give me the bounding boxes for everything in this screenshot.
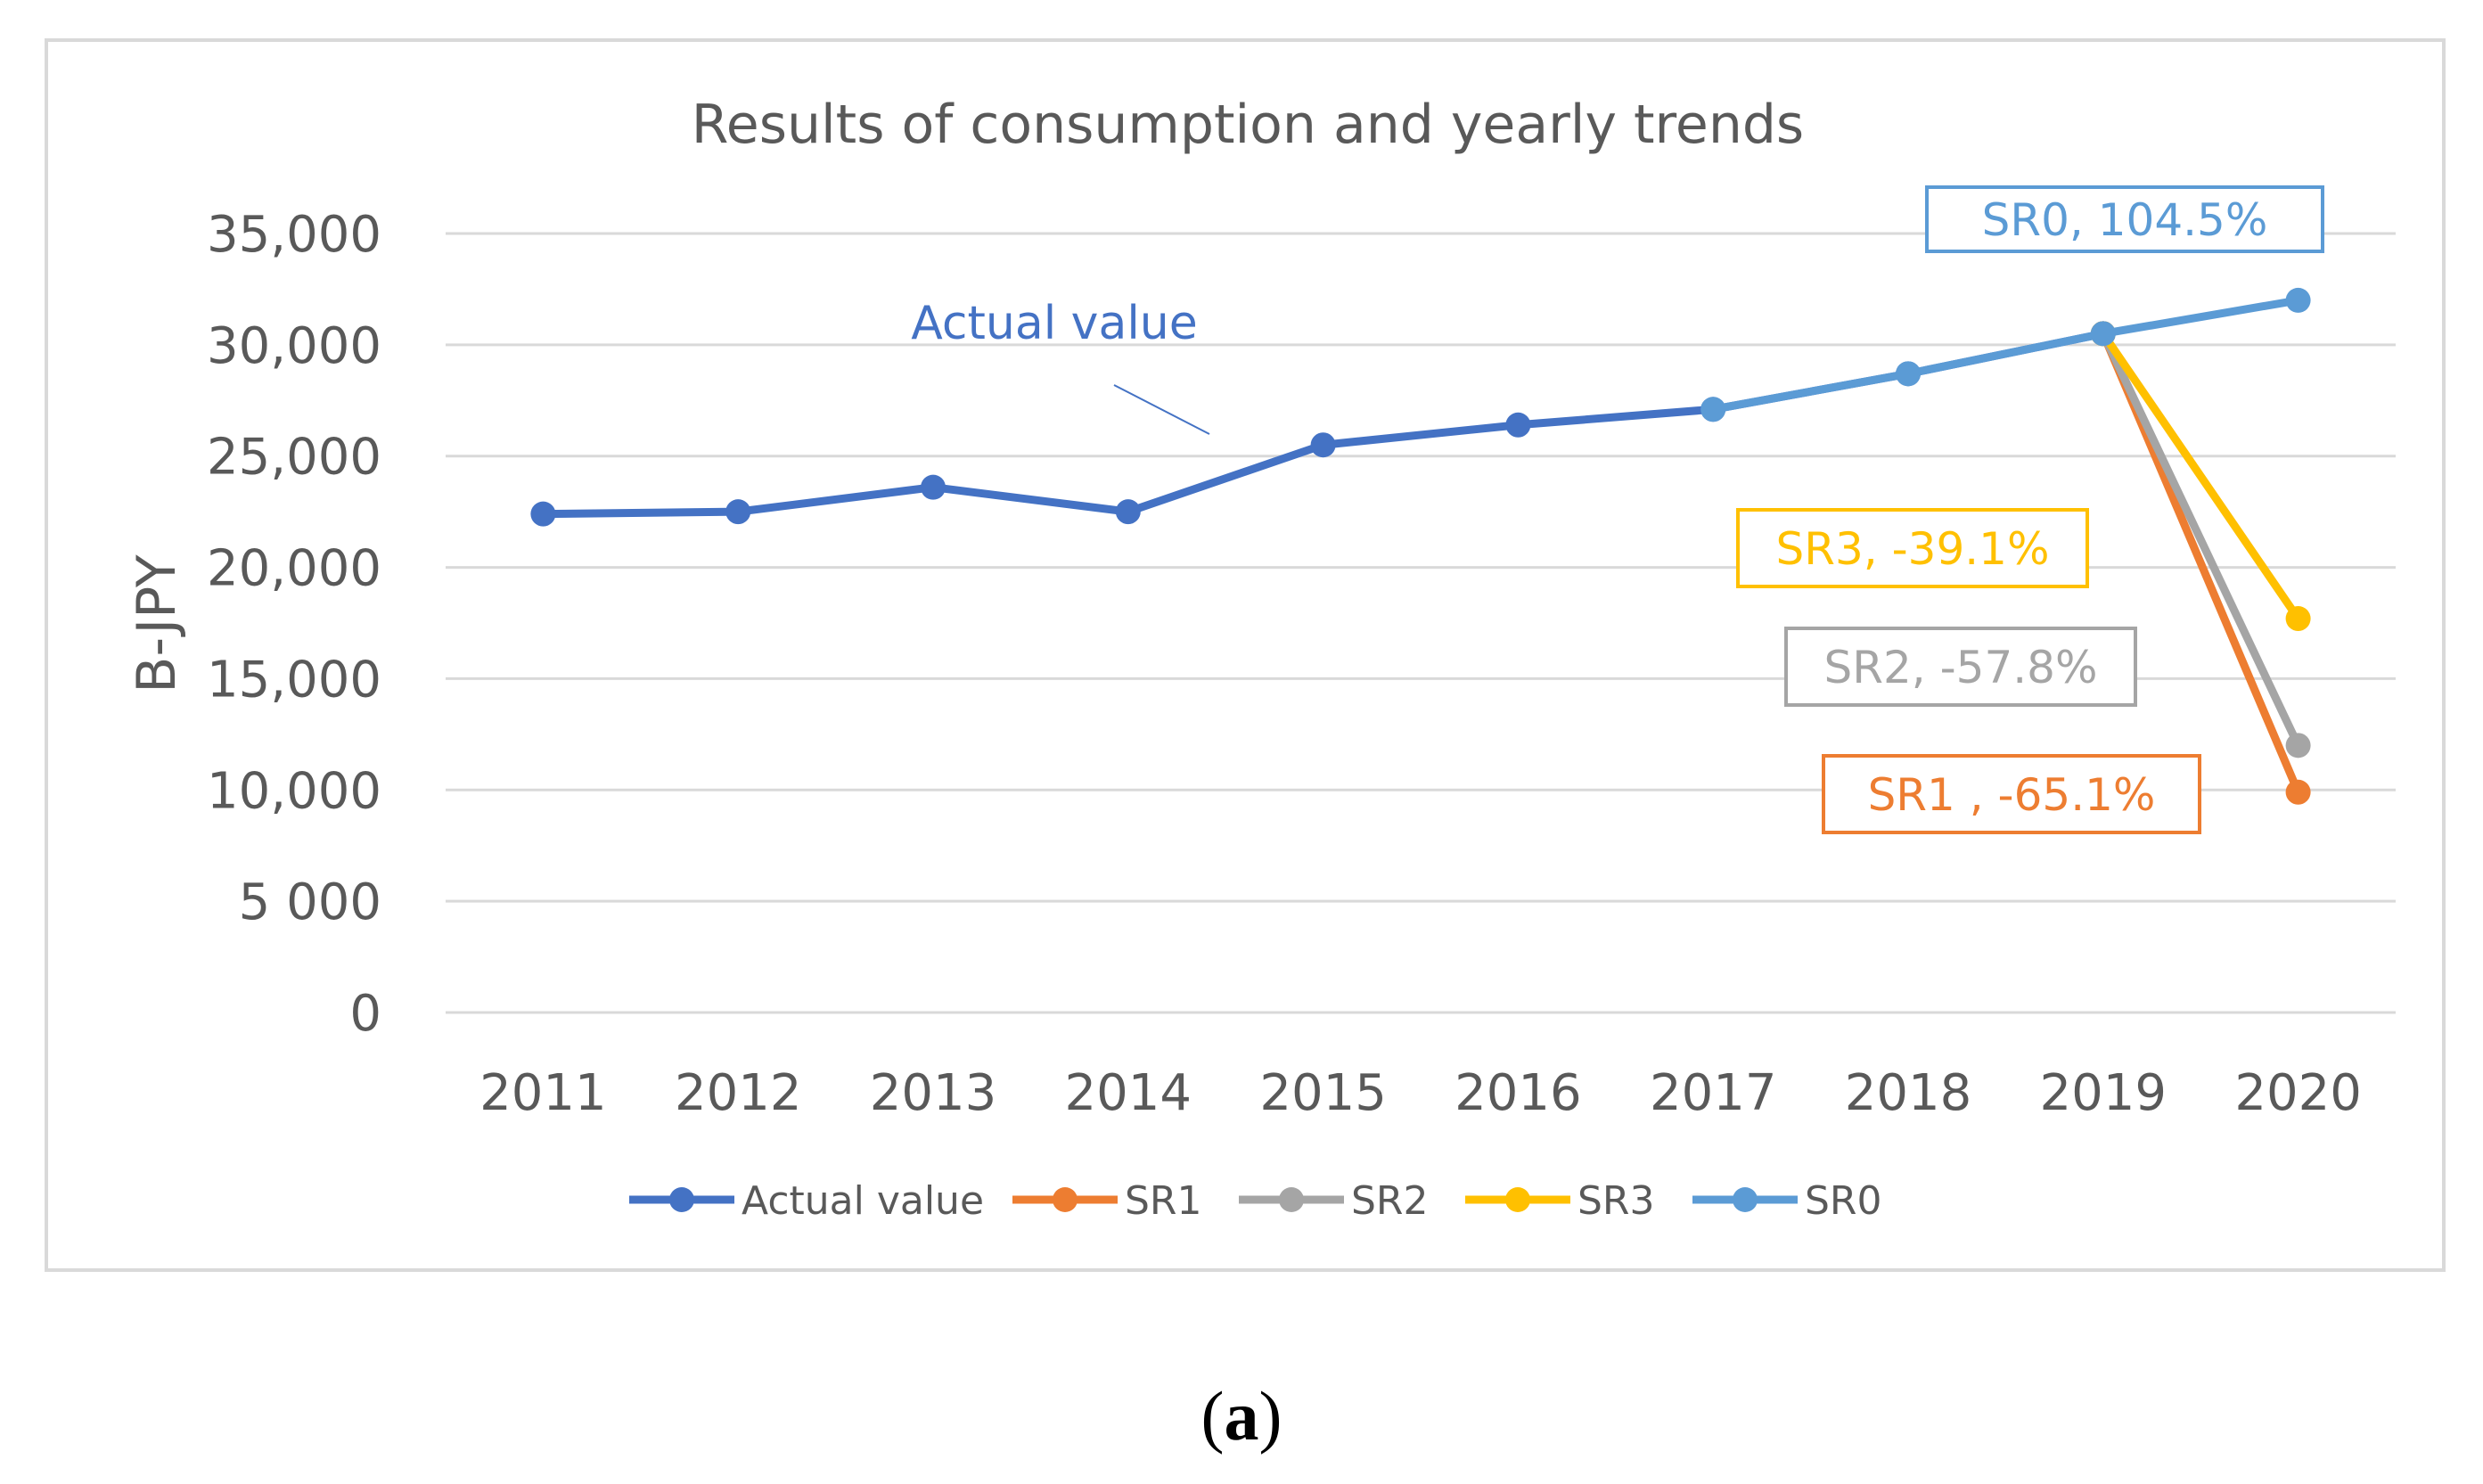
data-point-2017: [1700, 397, 1726, 422]
data-point-2020: [2285, 606, 2311, 632]
data-point-2020: [2285, 733, 2311, 758]
legend-item-sr3[interactable]: SR3: [1465, 1178, 1655, 1224]
annotation-sr3: SR3, -39.1%: [1736, 508, 2089, 588]
legend-label: SR0: [1805, 1178, 1882, 1224]
caption-label: a: [1224, 1377, 1259, 1455]
annotation-text: SR0, 104.5%: [1982, 194, 2268, 246]
annotation-sr0: SR0, 104.5%: [1925, 185, 2324, 253]
x-tick-label: 2018: [1845, 1064, 1972, 1122]
series-line: [2099, 329, 2303, 750]
y-tick-label: 35,000: [207, 206, 381, 264]
legend-swatch-marker: [1733, 1187, 1758, 1212]
legend-swatch-marker: [669, 1187, 694, 1212]
annotation-box: [1925, 185, 2324, 253]
data-point-2014: [1115, 499, 1141, 525]
x-tick-label: 2014: [1065, 1064, 1192, 1122]
series-lines: [530, 287, 2311, 805]
y-tick-label: 5 000: [239, 873, 381, 931]
x-tick-label: 2016: [1455, 1064, 1582, 1122]
caption-close-paren: ): [1258, 1377, 1282, 1455]
annotations: Actual value SR0, 104.5% SR3, -39.1% SR2, -…: [911, 185, 2324, 834]
legend-label: Actual value: [742, 1178, 984, 1224]
data-point-2020: [2285, 287, 2311, 313]
legend-label: SR2: [1351, 1178, 1429, 1224]
annotation-text: SR1 , -65.1%: [1868, 769, 2156, 821]
annotation-sr1: SR1 , -65.1%: [1822, 754, 2201, 834]
annotation-box: [1822, 754, 2201, 834]
annotation-actual-value: Actual value: [911, 297, 1210, 435]
legend-item-sr0[interactable]: SR0: [1692, 1178, 1882, 1224]
data-point-2016: [1505, 412, 1531, 438]
legend-label: SR3: [1577, 1178, 1655, 1224]
legend-item-actual-value[interactable]: Actual value: [629, 1178, 984, 1224]
annotation-text: Actual value: [911, 297, 1197, 350]
x-tick-label: 2013: [870, 1064, 997, 1122]
x-tick-label: 2019: [2040, 1064, 2168, 1122]
annotation-box: [1736, 508, 2089, 588]
legend-label: SR1: [1125, 1178, 1202, 1224]
annotation-leader-line: [1113, 384, 1210, 435]
data-point-2012: [725, 499, 751, 525]
data-point-2019: [2090, 321, 2116, 347]
legend-swatch-marker: [1505, 1187, 1530, 1212]
y-tick-label: 20,000: [207, 540, 381, 598]
annotation-sr2: SR2, -57.8%: [1784, 627, 2137, 707]
y-tick-label: 25,000: [207, 429, 381, 487]
legend-item-sr1[interactable]: SR1: [1012, 1178, 1202, 1224]
data-point-2015: [1310, 432, 1336, 458]
figure-caption: (a): [0, 1382, 2483, 1451]
x-tick-label: 2011: [479, 1064, 607, 1122]
y-tick-label: 0: [349, 985, 381, 1043]
annotation-box: [1784, 627, 2137, 707]
y-tick-label: 10,000: [207, 762, 381, 820]
y-tick-label: 30,000: [207, 317, 381, 375]
series-line: [2099, 329, 2303, 623]
gridlines: [446, 232, 2396, 1014]
x-axis-ticks: 2011 2012 2013 2014 2015 2016 2017 2018 2019 2020: [479, 1064, 2362, 1122]
legend-item-sr2[interactable]: SR2: [1239, 1178, 1429, 1224]
x-tick-label: 2015: [1259, 1064, 1387, 1122]
y-axis-label: B-JPY: [126, 554, 188, 693]
legend[interactable]: Actual value SR1 SR2 SR3 SR0: [629, 1178, 1882, 1224]
legend-swatch-marker: [1053, 1187, 1078, 1212]
caption-open-paren: (: [1201, 1377, 1225, 1455]
data-point-2018: [1896, 361, 1921, 387]
y-axis-ticks: 0 5 000 10,000 15,000 20,000 25,000 30,000 35,0…: [207, 206, 381, 1043]
x-tick-label: 2017: [1650, 1064, 1777, 1122]
y-tick-label: 15,000: [207, 651, 381, 709]
annotation-text: SR2, -57.8%: [1824, 642, 2098, 693]
data-point-2011: [530, 501, 556, 527]
x-tick-label: 2020: [2234, 1064, 2362, 1122]
legend-swatch-marker: [1279, 1187, 1304, 1212]
data-point-2013: [921, 474, 946, 500]
x-tick-label: 2012: [675, 1064, 802, 1122]
chart-title: Results of consumption and yearly trends: [692, 94, 1804, 156]
series-line: [1709, 296, 2303, 414]
data-point-2020: [2285, 779, 2311, 805]
series-sr0: [1700, 287, 2311, 422]
annotation-text: SR3, -39.1%: [1776, 523, 2050, 575]
